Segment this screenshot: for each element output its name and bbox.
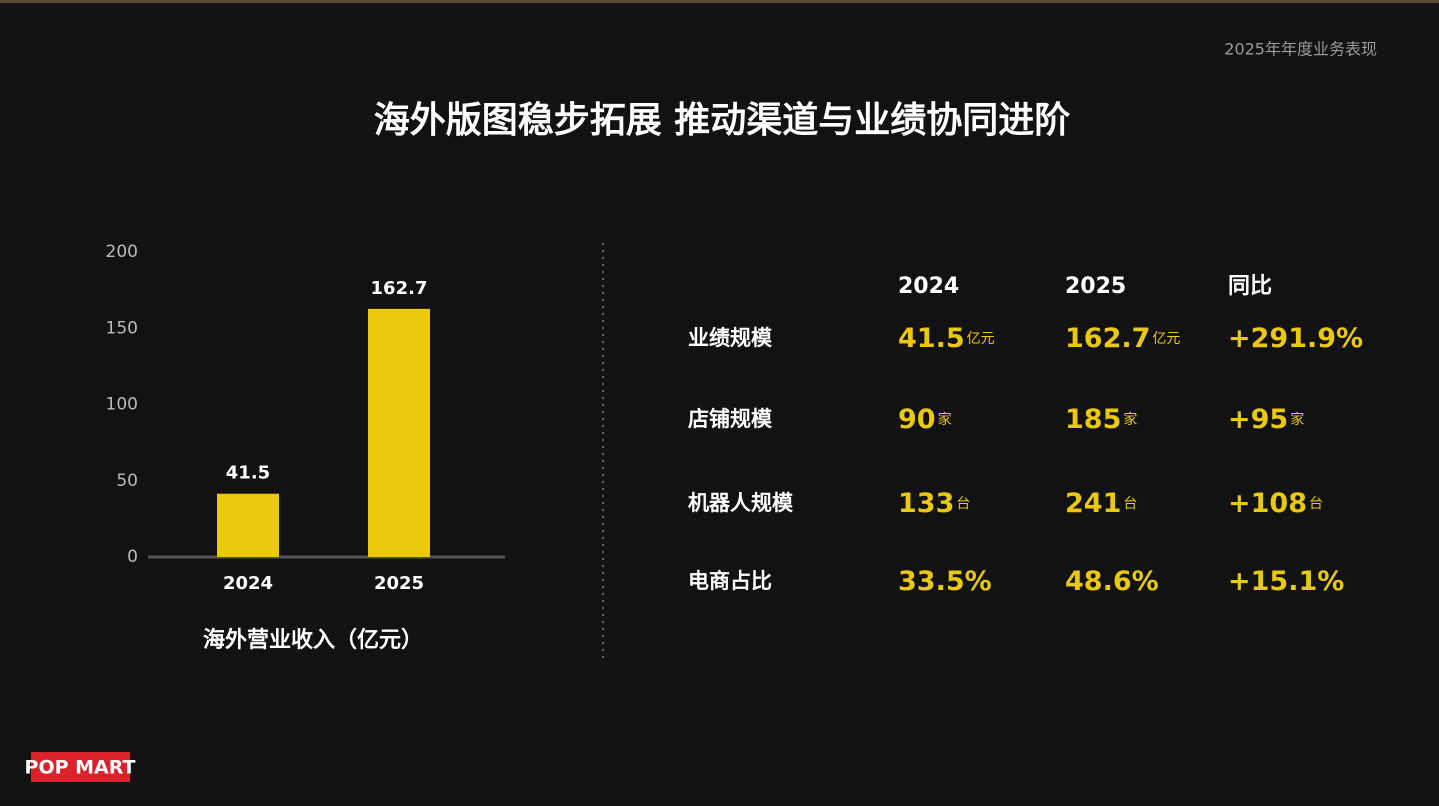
cell-value: 185 <box>1065 404 1121 435</box>
cell-value: 33.5% <box>898 566 992 597</box>
cell-value: 41.5 <box>898 323 965 354</box>
cell-unit: 家 <box>1290 411 1304 428</box>
bar <box>368 308 430 557</box>
cell: +95 家 <box>1228 404 1304 435</box>
logo-box <box>31 752 130 782</box>
cell: 48.6% <box>1065 566 1159 597</box>
x-tick-label: 2025 <box>374 573 424 594</box>
cell: +291.9% <box>1228 323 1363 354</box>
data-label: 162.7 <box>371 278 428 299</box>
cell-value: 162.7 <box>1065 323 1150 354</box>
column-header: 同比 <box>1228 274 1272 299</box>
y-tick-label: 0 <box>127 547 138 567</box>
cell: 162.7 亿元 <box>1065 323 1180 354</box>
bar <box>217 493 279 557</box>
cell-value: +95 <box>1228 404 1288 435</box>
y-tick-label: 100 <box>106 395 138 415</box>
cell-value: 241 <box>1065 488 1121 519</box>
row-label: 店铺规模 <box>688 407 773 431</box>
data-label: 41.5 <box>226 463 270 484</box>
cell-unit: 台 <box>1123 496 1137 512</box>
cell-value: +108 <box>1228 488 1307 519</box>
cell: 133 台 <box>898 488 970 519</box>
row-label: 电商占比 <box>688 569 772 593</box>
cell-unit: 亿元 <box>1152 331 1180 347</box>
logo: POP MART <box>25 757 136 779</box>
x-tick-label: 2024 <box>223 573 273 594</box>
cell: 241 台 <box>1065 488 1137 519</box>
y-tick-label: 50 <box>116 471 138 491</box>
column-header: 2024 <box>898 274 959 299</box>
cell: 90 家 <box>898 404 952 435</box>
cell-value: +15.1% <box>1228 566 1344 597</box>
slide-title: 海外版图稳步拓展 推动渠道与业绩协同进阶 <box>374 100 1071 141</box>
row-label: 业绩规模 <box>688 326 773 350</box>
slide-tag: 2025年年度业务表现 <box>1224 40 1377 59</box>
row-label: 机器人规模 <box>688 491 794 515</box>
cell: +108 台 <box>1228 488 1323 519</box>
cell-value: 90 <box>898 404 936 435</box>
cell: 41.5 亿元 <box>898 323 995 354</box>
cell-unit: 台 <box>1309 496 1323 512</box>
column-header: 2025 <box>1065 274 1126 299</box>
y-tick-label: 150 <box>106 318 138 338</box>
cell-value: 133 <box>898 488 954 519</box>
cell-value: +291.9% <box>1228 323 1363 354</box>
y-tick-label: 200 <box>106 242 138 262</box>
cell: +15.1% <box>1228 566 1344 597</box>
cell-unit: 家 <box>938 411 952 428</box>
cell: 33.5% <box>898 566 992 597</box>
cell-unit: 亿元 <box>967 331 995 347</box>
x-axis-title: 海外营业收入（亿元） <box>203 627 423 653</box>
cell: 185 家 <box>1065 404 1137 435</box>
cell-unit: 家 <box>1123 411 1137 428</box>
cell-value: 48.6% <box>1065 566 1159 597</box>
top-edge <box>0 0 1439 3</box>
cell-unit: 台 <box>956 496 970 512</box>
